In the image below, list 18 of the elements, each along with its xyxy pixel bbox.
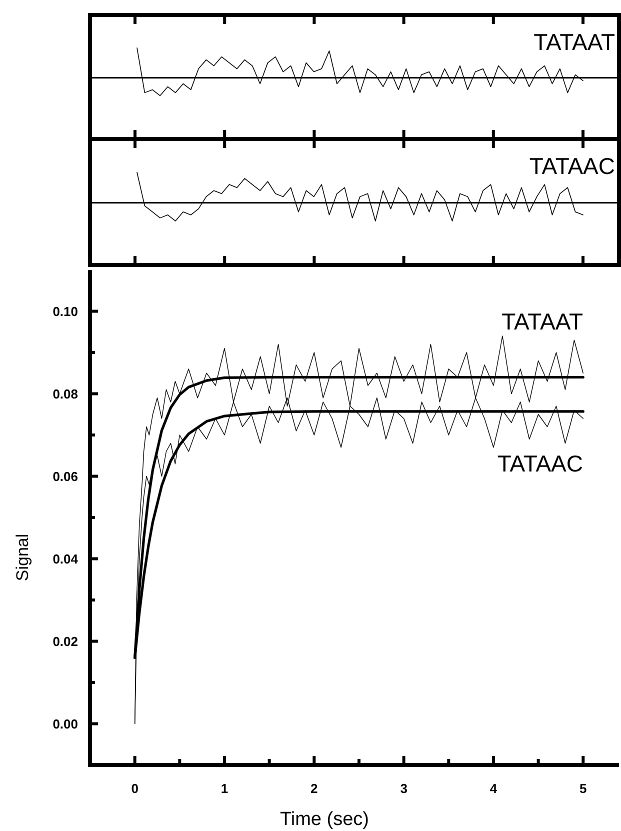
y-tick-label: 0.00 <box>52 716 78 732</box>
y-tick-label: 0.08 <box>52 386 78 402</box>
x-tick-label: 3 <box>400 781 408 796</box>
series-label: TATAAT <box>502 308 583 334</box>
x-tick-label: 1 <box>220 781 228 796</box>
x-tick-label: 2 <box>310 781 318 796</box>
x-axis-title: Time (sec) <box>280 809 370 830</box>
x-tick-label: 4 <box>490 781 498 796</box>
y-tick-label: 0.04 <box>52 551 79 566</box>
legend-label: TATAAC <box>529 153 615 179</box>
x-tick-label: 0 <box>131 781 138 796</box>
y-tick-label: 0.02 <box>52 634 78 649</box>
legend-label: TATAAT <box>534 29 615 55</box>
y-tick-label: 0.06 <box>52 468 78 484</box>
x-tick-label: 5 <box>580 781 587 796</box>
series-label: TATAAC <box>497 450 583 476</box>
y-axis-title: Signal <box>13 534 32 582</box>
y-tick-label: 0.10 <box>52 304 78 319</box>
